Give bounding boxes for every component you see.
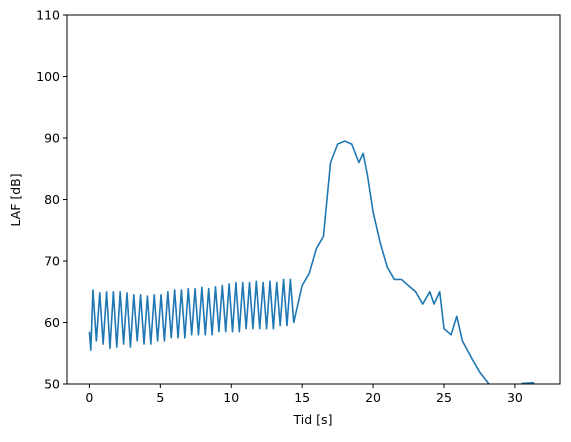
y-tick-label: 50 [44,377,60,392]
y-tick-label: 110 [36,8,60,23]
y-tick-label: 70 [44,254,60,269]
y-tick-label: 100 [36,69,60,84]
x-tick-label: 30 [507,390,523,405]
x-tick-label: 5 [156,390,164,405]
x-tick-label: 0 [85,390,93,405]
x-tick-label: 10 [223,390,239,405]
data-line [88,140,535,384]
x-axis-label: Tid [s] [293,412,333,427]
y-tick-label: 60 [44,315,60,330]
x-tick-label: 25 [436,390,452,405]
y-tick-label: 80 [44,192,60,207]
y-axis-label: LAF [dB] [8,173,23,226]
x-tick-label: 20 [365,390,381,405]
y-tick-label: 90 [44,131,60,146]
plot-frame [66,14,561,385]
x-tick-label: 15 [294,390,310,405]
